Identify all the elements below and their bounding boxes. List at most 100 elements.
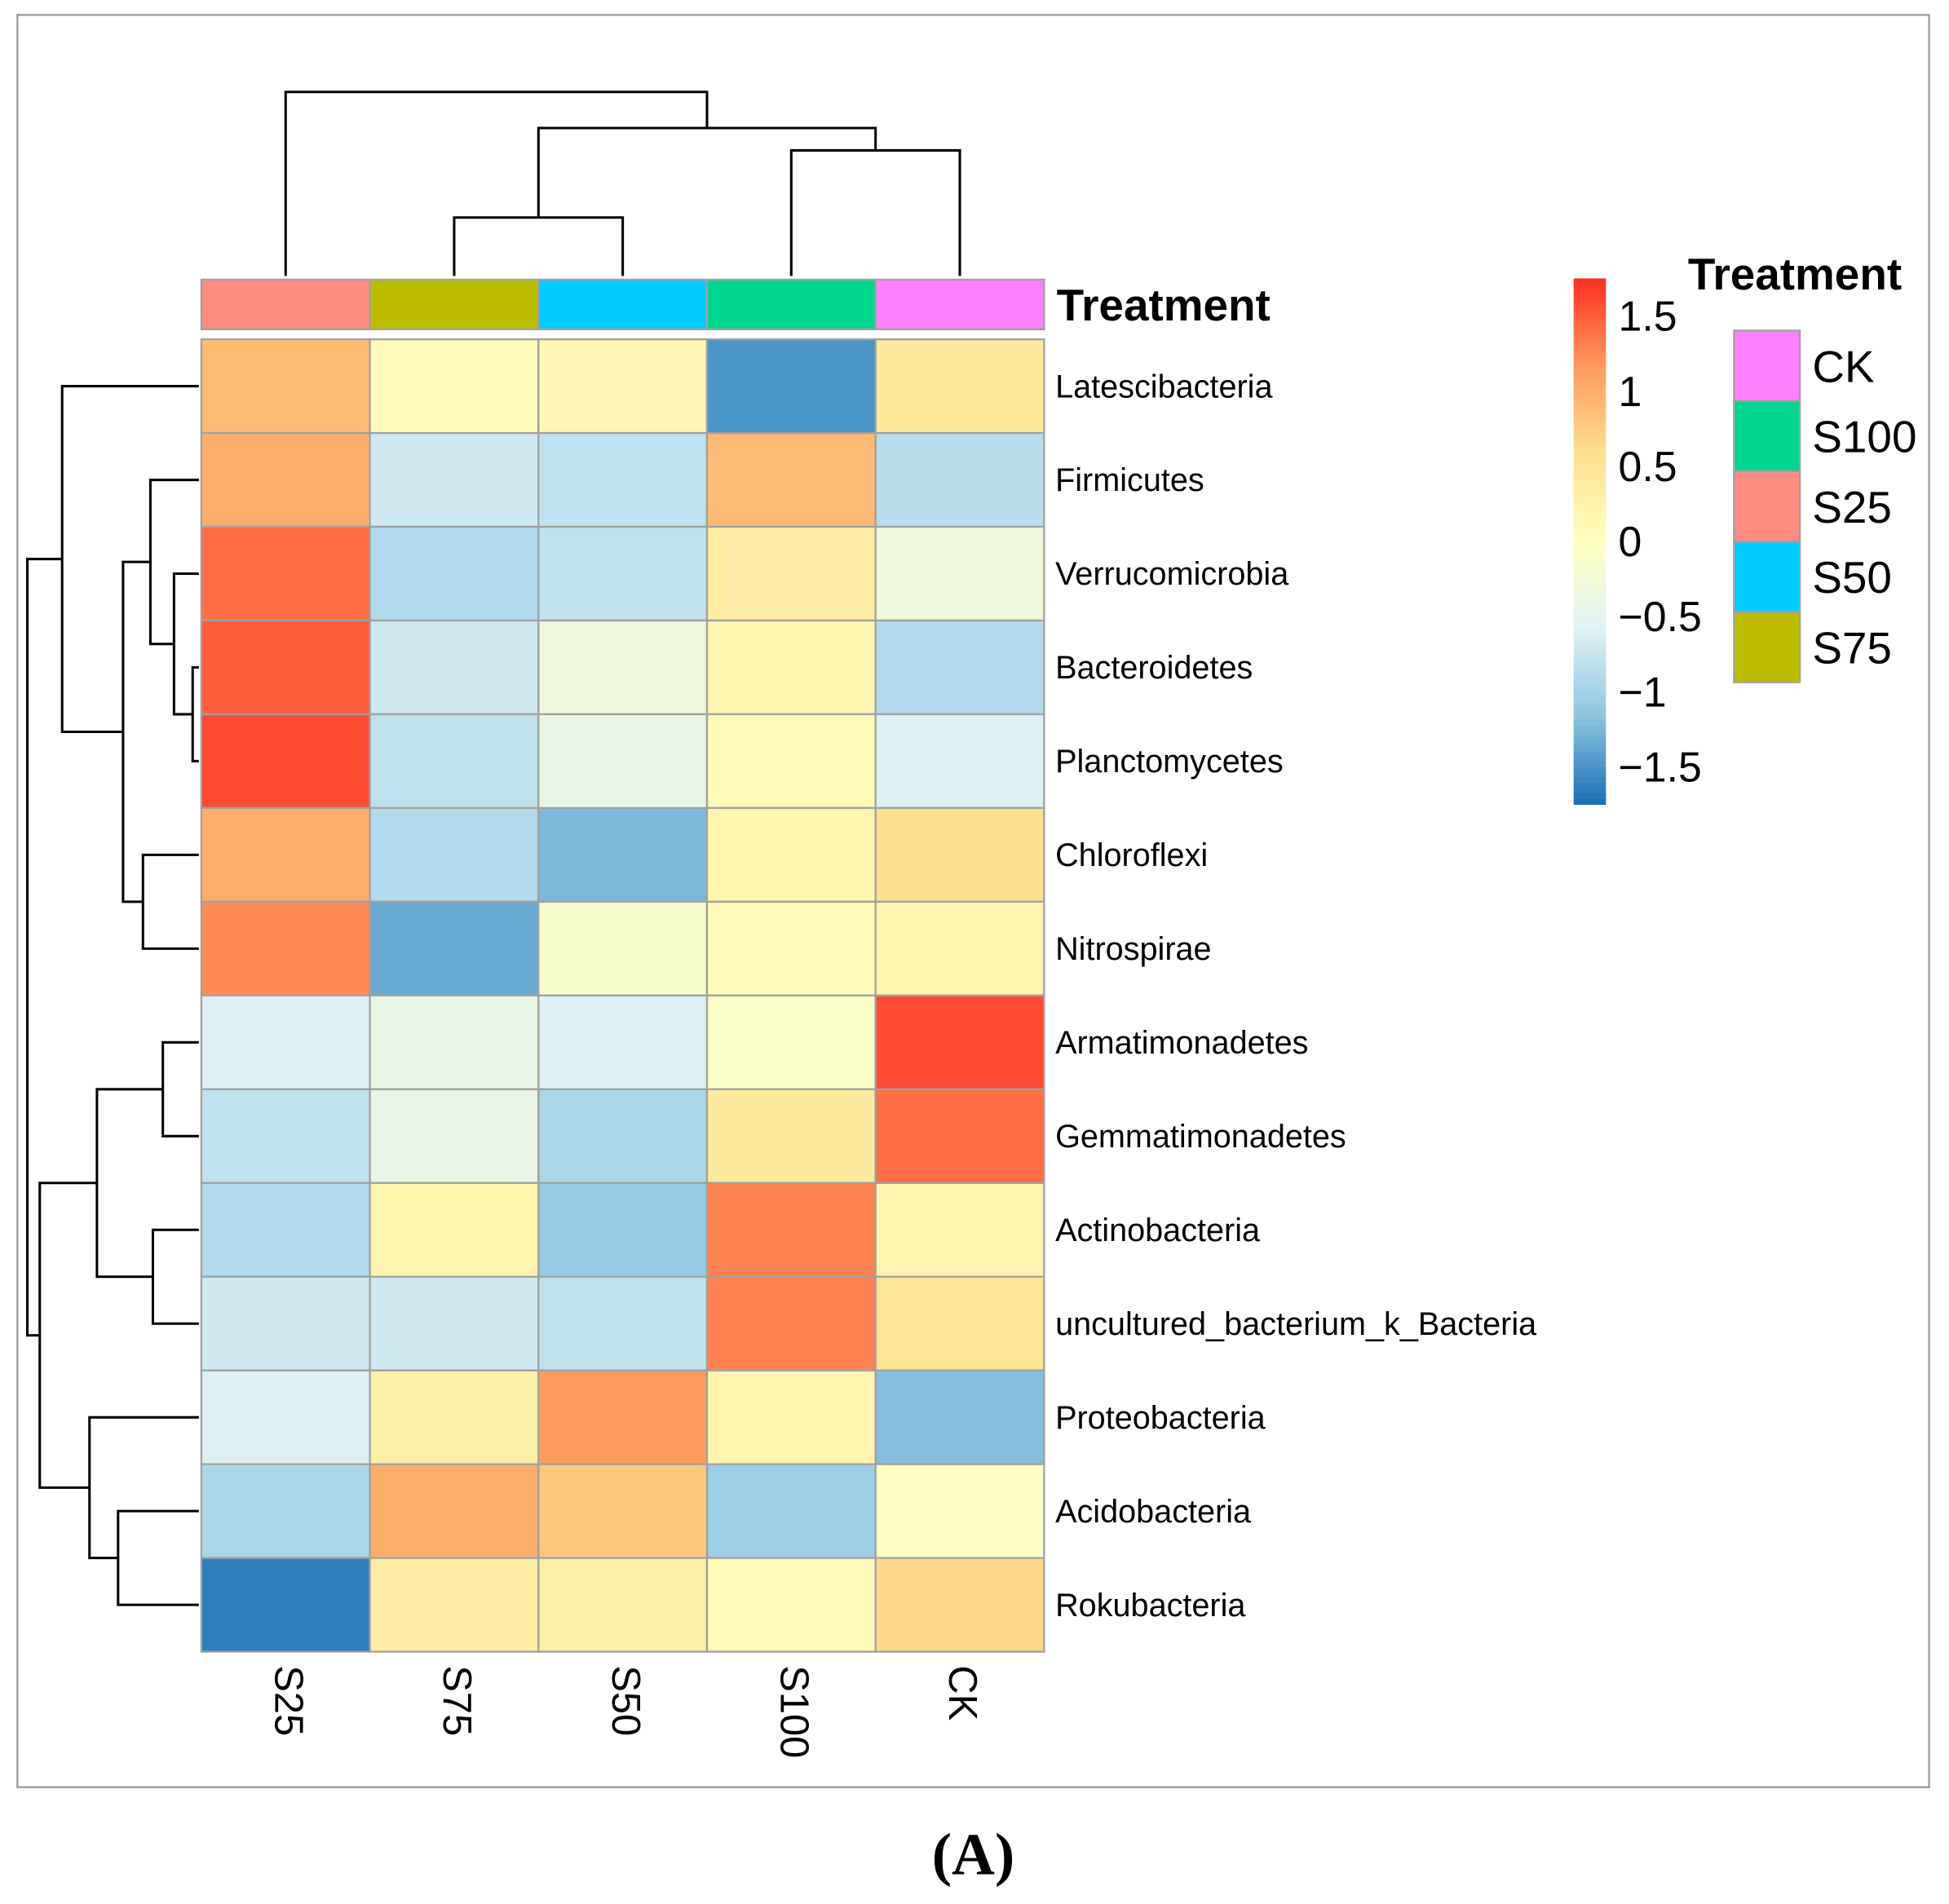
- annotation-cell: [705, 278, 877, 331]
- colorbar-segment: [1573, 320, 1606, 327]
- colorbar-segment: [1573, 766, 1606, 774]
- heatmap-cell: [369, 806, 540, 903]
- colorbar-segment: [1573, 536, 1606, 542]
- heatmap-cell: [369, 431, 540, 528]
- colorbar-segment: [1573, 762, 1606, 768]
- heatmap-cell: [200, 619, 371, 716]
- heatmap-cell: [200, 1088, 371, 1184]
- row-label: Bacteroidetes: [1055, 650, 1253, 686]
- colorbar-segment: [1573, 557, 1606, 563]
- colorbar-segment: [1573, 583, 1606, 590]
- colorbar-segment: [1573, 736, 1606, 742]
- heatmap-cell: [200, 1275, 371, 1372]
- heatmap-cell: [705, 900, 877, 996]
- legend-label: S25: [1812, 482, 1892, 532]
- colorbar-tick-label: −0.5: [1619, 593, 1702, 640]
- legend-label: S100: [1812, 412, 1916, 462]
- heatmap-cell: [874, 1557, 1045, 1653]
- heatmap-cell: [705, 1369, 877, 1465]
- dendrogram-branch: [26, 558, 63, 1337]
- row-label: uncultured_bacterium_k_Bacteria: [1055, 1306, 1537, 1342]
- row-dendrogram: [26, 385, 199, 1606]
- row-label: Verrucomicrobia: [1055, 556, 1289, 592]
- heatmap-cell: [874, 525, 1045, 622]
- colorbar-segment: [1573, 620, 1606, 626]
- legend-swatch: [1733, 470, 1801, 543]
- colorbar-segment: [1573, 609, 1606, 616]
- heatmap-cell: [537, 1369, 709, 1465]
- colorbar-segment: [1573, 357, 1606, 364]
- colorbar-segment: [1573, 530, 1606, 537]
- colorbar-segment: [1573, 641, 1606, 647]
- heatmap-cell: [874, 431, 1045, 528]
- heatmap-cell: [200, 713, 371, 810]
- colorbar-segment: [1573, 704, 1606, 710]
- row-label: Nitrospirae: [1055, 931, 1212, 967]
- colorbar-tick-label: −1.5: [1619, 743, 1702, 790]
- colorbar-segment: [1573, 404, 1606, 411]
- heatmap-cell: [705, 1557, 877, 1653]
- annotation-title: Treatment: [1057, 280, 1271, 330]
- colorbar-tick-label: −1: [1619, 668, 1667, 715]
- colorbar-segment: [1573, 630, 1606, 637]
- colorbar-segment: [1573, 289, 1606, 295]
- heatmap-cell: [705, 1182, 877, 1278]
- colorbar-segment: [1573, 446, 1606, 453]
- legend-label: S75: [1812, 622, 1892, 673]
- colorbar-segment: [1573, 746, 1606, 753]
- colorbar-segment: [1573, 378, 1606, 385]
- colorbar-segment: [1573, 409, 1606, 416]
- colorbar-segment: [1573, 383, 1606, 390]
- column-label: S50: [603, 1665, 647, 1736]
- colorbar-segment: [1573, 646, 1606, 653]
- colorbar-segment: [1573, 740, 1606, 748]
- colorbar-segment: [1573, 615, 1606, 621]
- colorbar-segment: [1573, 415, 1606, 422]
- heatmap-cell: [369, 1088, 540, 1184]
- legend-swatch: [1733, 400, 1801, 473]
- colorbar-segment: [1573, 351, 1606, 359]
- heatmap-cell: [369, 1463, 540, 1559]
- colorbar-segment: [1573, 709, 1606, 716]
- row-label: Gemmatimonadetes: [1055, 1119, 1346, 1155]
- colorbar-segment: [1573, 662, 1606, 669]
- colorbar-segment: [1573, 798, 1606, 806]
- heatmap-cell: [200, 338, 371, 435]
- colorbar-segment: [1573, 625, 1606, 632]
- colorbar-segment: [1573, 683, 1606, 690]
- colorbar-segment: [1573, 283, 1606, 290]
- heatmap-cell: [705, 713, 877, 810]
- legend-swatch: [1733, 541, 1801, 613]
- colorbar-segment: [1573, 472, 1606, 479]
- colorbar-segment: [1573, 478, 1606, 484]
- heatmap-cell: [874, 619, 1045, 716]
- heatmap-cell: [705, 1275, 877, 1372]
- heatmap-cell: [705, 619, 877, 716]
- heatmap-cell: [874, 1182, 1045, 1278]
- colorbar-segment: [1573, 483, 1606, 490]
- colorbar-segment: [1573, 368, 1606, 374]
- legend-label: S50: [1812, 552, 1892, 603]
- colorbar-segment: [1573, 394, 1606, 400]
- colorbar-segment: [1573, 336, 1606, 342]
- heatmap-cell: [537, 1463, 709, 1559]
- colorbar-segment: [1573, 652, 1606, 658]
- colorbar-segment: [1573, 783, 1606, 789]
- dendrogram-branch: [284, 91, 709, 276]
- heatmap-cell: [537, 900, 709, 996]
- heatmap-cell: [537, 525, 709, 622]
- legend-swatch: [1733, 611, 1801, 683]
- colorbar-segment: [1573, 510, 1606, 516]
- heatmap-cell: [874, 1369, 1045, 1465]
- treatment-legend: Treatment CK S100 S25 S50 S75: [1688, 249, 1916, 683]
- row-label: Proteobacteria: [1055, 1400, 1266, 1436]
- treatment-annotation-bar: [200, 278, 1045, 331]
- heatmap-cell: [200, 900, 371, 996]
- colorbar-segment: [1573, 525, 1606, 532]
- colorbar-segment: [1573, 751, 1606, 758]
- colorbar-segment: [1573, 541, 1606, 548]
- heatmap-cell: [705, 994, 877, 1090]
- color-scale-legend: 1.5 1 0.5 0 −0.5 −1 −1.5: [1573, 278, 1702, 806]
- colorbar-segment: [1573, 299, 1606, 306]
- colorbar-tick-label: 0.5: [1619, 443, 1677, 490]
